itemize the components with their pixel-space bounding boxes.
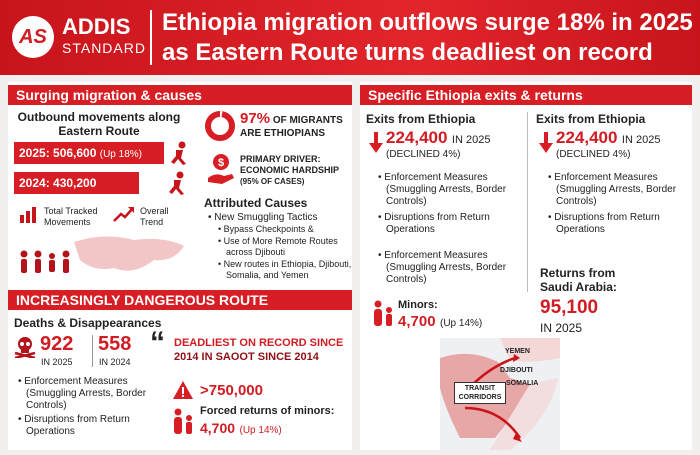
cause-item: Bypass Checkpoints & bbox=[218, 224, 356, 235]
header-divider bbox=[150, 10, 152, 65]
bar-label: 2025: 506,600 bbox=[19, 146, 97, 160]
share-label: ARE ETHIOPIANS bbox=[240, 128, 326, 139]
section-heading: INCREASINGLY DANGEROUS ROUTE bbox=[8, 290, 352, 310]
title-line-2: as Eastern Route turns deadliest on reco… bbox=[162, 39, 653, 66]
title-line-1: Ethiopia migration outflows surge 18% in… bbox=[162, 9, 693, 36]
section-heading: Surging migration & causes bbox=[8, 85, 352, 105]
quote-line: DEADLIEST ON RECORD SINCE bbox=[174, 337, 344, 349]
divider bbox=[92, 335, 93, 367]
subheading: Deaths & Disappearances bbox=[14, 316, 162, 330]
column-title: Exits from Ethiopia bbox=[536, 112, 646, 126]
minors-label: Forced returns of minors: bbox=[200, 405, 335, 417]
bullet: Enforcement Measures (Smuggling Arrests,… bbox=[378, 172, 524, 208]
cause-item: New Smuggling Tactics bbox=[208, 212, 356, 224]
bar-change: (Up 18%) bbox=[99, 149, 142, 160]
share-value: 97% bbox=[240, 110, 271, 127]
exit-label: IN 2025 bbox=[451, 134, 491, 146]
causes-heading: Attributed Causes bbox=[204, 196, 308, 210]
share-label: OF MIGRANTS bbox=[272, 115, 343, 126]
deaths-label: IN 2025 bbox=[41, 357, 73, 367]
logo: AS bbox=[12, 16, 54, 58]
bullet: Disruptions from Return Operations bbox=[378, 212, 524, 236]
bullet: Enforcement Measures (Smuggling Arrests,… bbox=[548, 172, 694, 208]
exit-value: 224,400 bbox=[556, 128, 618, 147]
subheading: Outbound movements along Eastern Route bbox=[17, 110, 181, 138]
svg-text:$: $ bbox=[218, 157, 224, 169]
driver-line: PRIMARY DRIVER: bbox=[240, 154, 321, 164]
map-label: DJIBOUTI bbox=[500, 367, 533, 374]
map-label: YEMEN bbox=[505, 348, 530, 355]
warning-icon bbox=[173, 381, 193, 399]
minors-value: 4,700 bbox=[200, 420, 236, 436]
exit-change: (DECLINED 4%) bbox=[386, 149, 461, 160]
bullet: Enforcement Measures (Smuggling Arrests,… bbox=[378, 250, 524, 286]
bar-label: 2024: 430,200 bbox=[19, 176, 97, 190]
share-block: 97% OF MIGRANTS ARE ETHIOPIANS bbox=[240, 110, 350, 140]
header-band bbox=[0, 0, 700, 75]
driver-line: (95% OF CASES) bbox=[240, 177, 305, 186]
minors-figure: 4,700 (Up 14%) bbox=[398, 313, 482, 331]
minors-value: 4,700 bbox=[398, 313, 436, 330]
returns-value: 95,100 bbox=[540, 297, 599, 318]
cause-item: Use of More Remote Routes across Djibout… bbox=[218, 236, 356, 258]
minors-figure: 4,700 (Up 14%) bbox=[200, 420, 282, 438]
bullet: Enforcement Measures (Smuggling Arrests,… bbox=[18, 376, 174, 412]
deaths-value: 558 bbox=[98, 333, 132, 355]
trend-icon bbox=[113, 207, 134, 222]
people-map-illustration bbox=[20, 236, 184, 273]
bullet: Disruptions from Return Operations bbox=[548, 212, 694, 236]
brand-top: ADDIS bbox=[62, 14, 131, 39]
minors-label: Minors: bbox=[398, 299, 438, 311]
driver-line: ECONOMIC HARDSHIP bbox=[240, 165, 340, 175]
bar-2024: 2024: 430,200 bbox=[14, 172, 139, 194]
returns-total: >750,000 bbox=[200, 382, 263, 399]
exit-figure: 224,400 IN 2025 bbox=[556, 128, 660, 148]
minors-icon bbox=[174, 408, 192, 434]
down-arrow bbox=[539, 132, 553, 153]
runner-icons bbox=[169, 141, 186, 195]
legend-label: Overall Trend bbox=[140, 206, 169, 227]
skull-icon bbox=[14, 337, 36, 358]
brand-bottom: STANDARD bbox=[62, 40, 146, 56]
minors-icon bbox=[374, 300, 392, 326]
chart-icon bbox=[20, 207, 36, 223]
exit-label: IN 2025 bbox=[621, 134, 661, 146]
section-heading: Specific Ethiopia exits & returns bbox=[360, 85, 692, 105]
money-icon: $ bbox=[208, 154, 234, 184]
deaths-value: 922 bbox=[40, 333, 74, 355]
map-label: SOMALIA bbox=[506, 380, 539, 387]
exit-figure: 224,400 IN 2025 bbox=[386, 128, 490, 148]
quote-line: 2014 IN SAOOT SINCE 2014 bbox=[174, 351, 319, 363]
exit-value: 224,400 bbox=[386, 128, 448, 147]
map-label: TRANSIT CORRIDORS bbox=[454, 382, 506, 404]
quote-mark: “ bbox=[150, 326, 165, 359]
returns-label: Returns from Saudi Arabia: bbox=[540, 266, 617, 294]
legend-label: Total Tracked Movements bbox=[44, 206, 98, 227]
column-title: Exits from Ethiopia bbox=[366, 112, 476, 126]
bullet: Disruptions from Return Operations bbox=[18, 414, 174, 438]
returns-year: IN 2025 bbox=[540, 321, 583, 335]
deaths-label: IN 2024 bbox=[99, 357, 131, 367]
donut-icon bbox=[205, 111, 235, 141]
minors-change: (Up 14%) bbox=[239, 425, 282, 436]
cause-item: New routes in Ethiopia, Djibouti, Somali… bbox=[218, 259, 356, 281]
minors-change: (Up 14%) bbox=[440, 318, 483, 329]
driver-block: PRIMARY DRIVER: ECONOMIC HARDSHIP (95% OF … bbox=[240, 154, 350, 187]
divider bbox=[527, 112, 528, 292]
bar-2025: 2025: 506,600 (Up 18%) bbox=[14, 142, 164, 164]
exit-change: (DECLINED 4%) bbox=[556, 149, 631, 160]
down-arrow bbox=[369, 132, 383, 153]
